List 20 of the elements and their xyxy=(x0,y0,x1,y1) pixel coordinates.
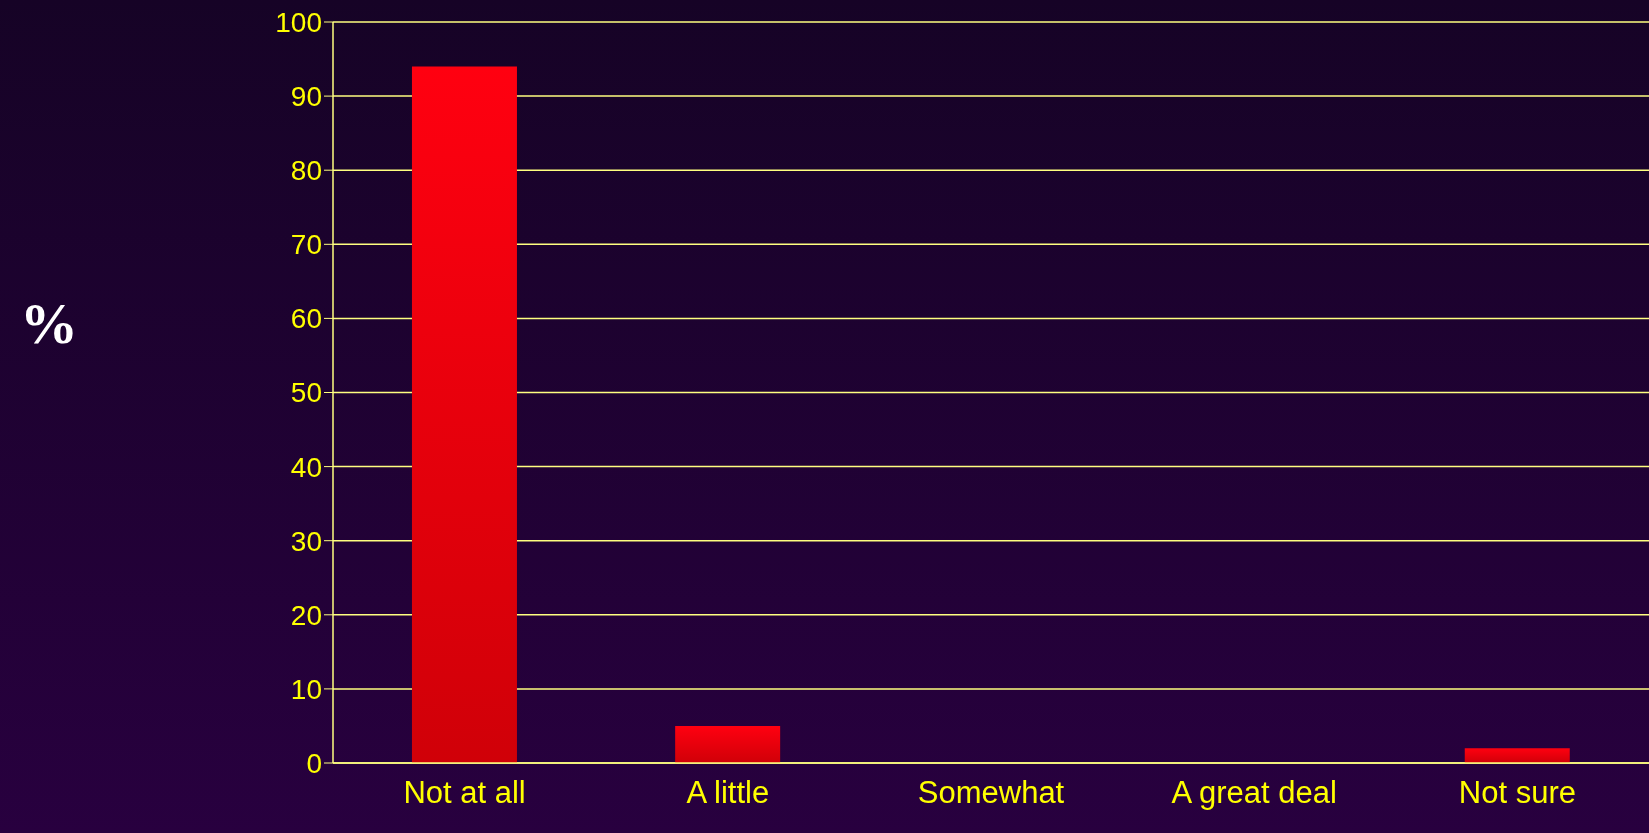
y-tick-label: 90 xyxy=(290,81,322,113)
x-tick-label: Not sure xyxy=(1458,775,1576,811)
y-tick-label: 10 xyxy=(290,673,322,705)
x-tick-label: A great deal xyxy=(1171,775,1337,811)
x-tick-label: Somewhat xyxy=(917,775,1065,811)
x-tick-label: Not at all xyxy=(403,775,526,811)
bar xyxy=(675,725,781,763)
bar xyxy=(1464,748,1570,763)
y-tick-label: 70 xyxy=(290,229,322,261)
y-tick-label: 40 xyxy=(290,451,322,483)
y-tick-label: 30 xyxy=(290,525,322,557)
y-tick-label: 100 xyxy=(275,6,322,38)
bar xyxy=(411,66,517,763)
y-tick-label: 20 xyxy=(290,599,322,631)
y-tick-label: 80 xyxy=(290,155,322,187)
y-tick-label: 50 xyxy=(290,377,322,409)
x-tick-label: A little xyxy=(686,775,770,811)
y-axis-title: % xyxy=(20,291,78,357)
y-tick-label: 0 xyxy=(306,747,322,779)
y-tick-label: 60 xyxy=(290,303,322,335)
